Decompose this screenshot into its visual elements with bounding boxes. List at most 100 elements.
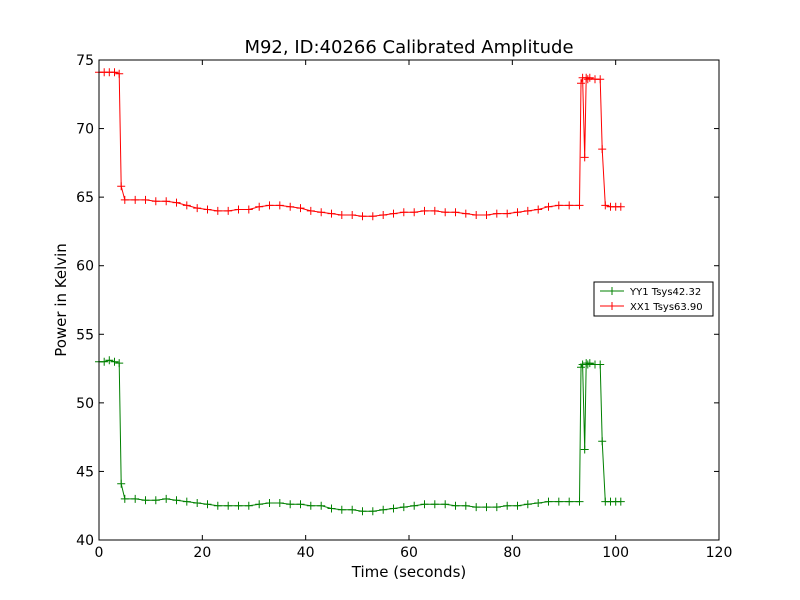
data-point: [306, 206, 315, 215]
data-point: [203, 500, 212, 509]
data-point: [358, 212, 367, 221]
x-tick-label: 20: [193, 545, 211, 561]
series-line: [99, 359, 621, 512]
data-point: [265, 201, 274, 210]
data-point: [115, 359, 124, 368]
data-point: [430, 206, 439, 215]
data-point: [513, 208, 522, 217]
data-point: [224, 206, 233, 215]
data-point: [162, 197, 171, 206]
data-point: [577, 79, 585, 88]
data-point: [306, 501, 315, 510]
data-point: [286, 202, 295, 211]
data-point: [616, 497, 625, 506]
data-point: [596, 75, 605, 84]
data-point: [601, 201, 610, 210]
data-point: [317, 208, 326, 217]
data-point: [348, 211, 357, 219]
data-point: [172, 496, 181, 505]
data-point: [534, 205, 543, 214]
data-point: [296, 500, 305, 509]
data-point: [544, 202, 553, 211]
data-point: [575, 497, 584, 506]
data-point: [441, 500, 450, 509]
data-point: [598, 145, 607, 154]
data-point: [255, 202, 264, 211]
data-point: [596, 360, 605, 369]
data-point: [337, 211, 346, 219]
x-tick-label: 40: [297, 545, 315, 561]
data-point: [110, 357, 119, 366]
data-point: [110, 68, 119, 77]
data-point: [117, 182, 126, 191]
data-point: [441, 208, 450, 217]
data-point: [162, 494, 171, 503]
series-0: [95, 356, 625, 516]
legend-box: [593, 281, 714, 317]
x-tick-label: 120: [706, 545, 733, 561]
data-point: [503, 501, 512, 510]
data-point: [120, 494, 129, 503]
data-point: [115, 69, 124, 78]
series-1: [95, 68, 625, 221]
data-point: [399, 503, 408, 512]
data-point: [182, 497, 191, 506]
data-point: [399, 208, 408, 217]
chart-title: M92, ID:40266 Calibrated Amplitude: [244, 37, 573, 58]
data-point: [544, 497, 553, 506]
data-point: [275, 499, 284, 507]
data-point: [430, 500, 439, 509]
y-tick-label: 60: [76, 259, 94, 275]
data-point: [193, 204, 202, 213]
data-point: [368, 507, 377, 516]
data-point: [327, 504, 336, 513]
data-point: [368, 212, 377, 221]
data-point: [585, 359, 594, 368]
data-point: [472, 211, 481, 219]
data-point: [182, 201, 191, 210]
data-point: [565, 497, 574, 506]
legend: YY1 Tsys42.32 XX1 Tsys63.90: [593, 281, 714, 317]
x-tick-label: 0: [95, 545, 104, 561]
data-point: [141, 195, 150, 204]
legend-entry-xx1: XX1 Tsys63.90: [600, 302, 703, 313]
data-point: [523, 500, 532, 509]
data-point: [451, 208, 460, 217]
data-point: [317, 501, 326, 510]
legend-label-yy1: YY1 Tsys42.32: [629, 287, 701, 298]
data-point: [100, 357, 109, 366]
data-point: [296, 204, 305, 213]
data-point: [554, 201, 563, 210]
data-point: [472, 503, 481, 512]
x-tick-label: 80: [503, 545, 521, 561]
data-point: [503, 209, 512, 218]
data-point: [482, 503, 491, 512]
data-point: [193, 499, 202, 507]
data-point: [410, 208, 419, 217]
data-point: [583, 360, 592, 369]
data-point: [337, 505, 346, 514]
data-point: [554, 497, 563, 506]
data-point: [224, 501, 233, 510]
series-line: [99, 71, 621, 217]
data-point: [131, 195, 140, 204]
data-point: [255, 500, 264, 509]
data-point: [513, 501, 522, 510]
data-point: [213, 501, 222, 510]
data-point: [534, 499, 543, 507]
y-axis-label: Power in Kelvin: [52, 243, 70, 357]
data-point: [275, 201, 284, 210]
y-tick-label: 75: [76, 53, 94, 69]
data-point: [379, 211, 388, 219]
data-point: [410, 501, 419, 510]
data-point: [117, 479, 126, 488]
data-point: [151, 197, 160, 206]
data-point: [151, 496, 160, 505]
data-point: [213, 206, 222, 215]
data-point: [265, 499, 274, 507]
data-point: [575, 201, 584, 210]
data-point: [327, 209, 336, 218]
legend-label-xx1: XX1 Tsys63.90: [630, 302, 703, 313]
data-point: [286, 500, 295, 509]
